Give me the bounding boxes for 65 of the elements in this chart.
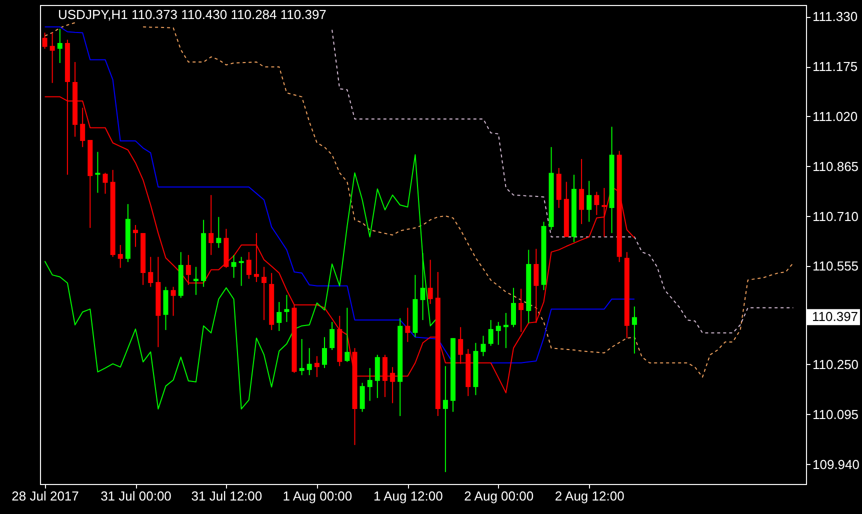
candlestick — [496, 321, 501, 346]
y-tick-label: 109.940 — [812, 456, 860, 472]
candlestick — [367, 368, 372, 402]
candlestick — [602, 187, 607, 238]
candlestick — [632, 306, 637, 354]
candlestick — [50, 32, 55, 84]
candlestick — [133, 224, 138, 248]
candlestick — [306, 348, 312, 376]
candlestick — [246, 252, 252, 280]
candlestick — [216, 216, 222, 248]
candlestick — [344, 307, 350, 362]
x-tick-label: 31 Jul 00:00 — [100, 488, 172, 504]
candlestick — [208, 194, 214, 256]
candlestick — [238, 256, 244, 286]
y-tick-label: 110.250 — [812, 356, 859, 372]
ref-line-label: 110.397 — [812, 309, 858, 324]
candlestick — [314, 356, 320, 378]
candlestick — [518, 288, 524, 332]
candlestick — [80, 107, 86, 148]
candlestick — [360, 382, 365, 412]
candlestick — [442, 366, 448, 473]
y-tick-label: 110.710 — [812, 208, 859, 224]
candlestick — [284, 294, 290, 322]
x-tick-label: 31 Jul 12:00 — [191, 488, 262, 504]
candlestick — [118, 244, 123, 268]
x-tick-label: 2 Aug 00:00 — [464, 488, 534, 504]
y-tick-label: 111.020 — [812, 108, 858, 124]
candlestick — [374, 354, 380, 398]
candlestick — [594, 191, 600, 216]
candlestick — [420, 252, 426, 321]
chart-title: USDJPY,H1 110.373 110.430 110.284 110.397 — [58, 7, 326, 22]
x-tick-label: 28 Jul 2017 — [12, 488, 79, 504]
candlestick — [511, 287, 516, 328]
candlestick — [330, 321, 335, 350]
candlestick — [170, 286, 176, 316]
candlestick — [102, 172, 108, 194]
candlestick — [254, 232, 259, 283]
candlestick — [480, 335, 486, 357]
candlestick — [57, 28, 62, 64]
candlestick — [276, 302, 282, 332]
candlestick — [488, 320, 494, 346]
x-tick-label: 2 Aug 12:00 — [554, 488, 624, 504]
candlestick — [405, 307, 410, 342]
candlestick — [534, 248, 539, 324]
candlestick — [186, 254, 191, 286]
candlestick — [148, 256, 154, 288]
candlestick — [299, 338, 304, 376]
y-tick-label: 110.555 — [812, 258, 859, 274]
x-tick-label: 1 Aug 12:00 — [373, 488, 443, 504]
candlestick — [579, 158, 584, 225]
candlestick — [42, 32, 48, 50]
y-tick-label: 111.330 — [812, 9, 858, 24]
candlestick — [586, 180, 592, 222]
y-tick-label: 111.175 — [812, 59, 858, 74]
candlestick — [428, 259, 433, 304]
candlestick — [95, 151, 100, 194]
candlestick — [262, 266, 267, 321]
line-series — [332, 29, 794, 334]
candlestick — [231, 254, 236, 278]
candlestick — [322, 336, 327, 369]
line-series — [44, 154, 438, 410]
y-tick-label: 110.865 — [812, 158, 859, 174]
candlestick — [458, 326, 464, 364]
y-tick-label: 110.095 — [812, 406, 859, 422]
x-tick-label: 1 Aug 00:00 — [282, 488, 352, 504]
